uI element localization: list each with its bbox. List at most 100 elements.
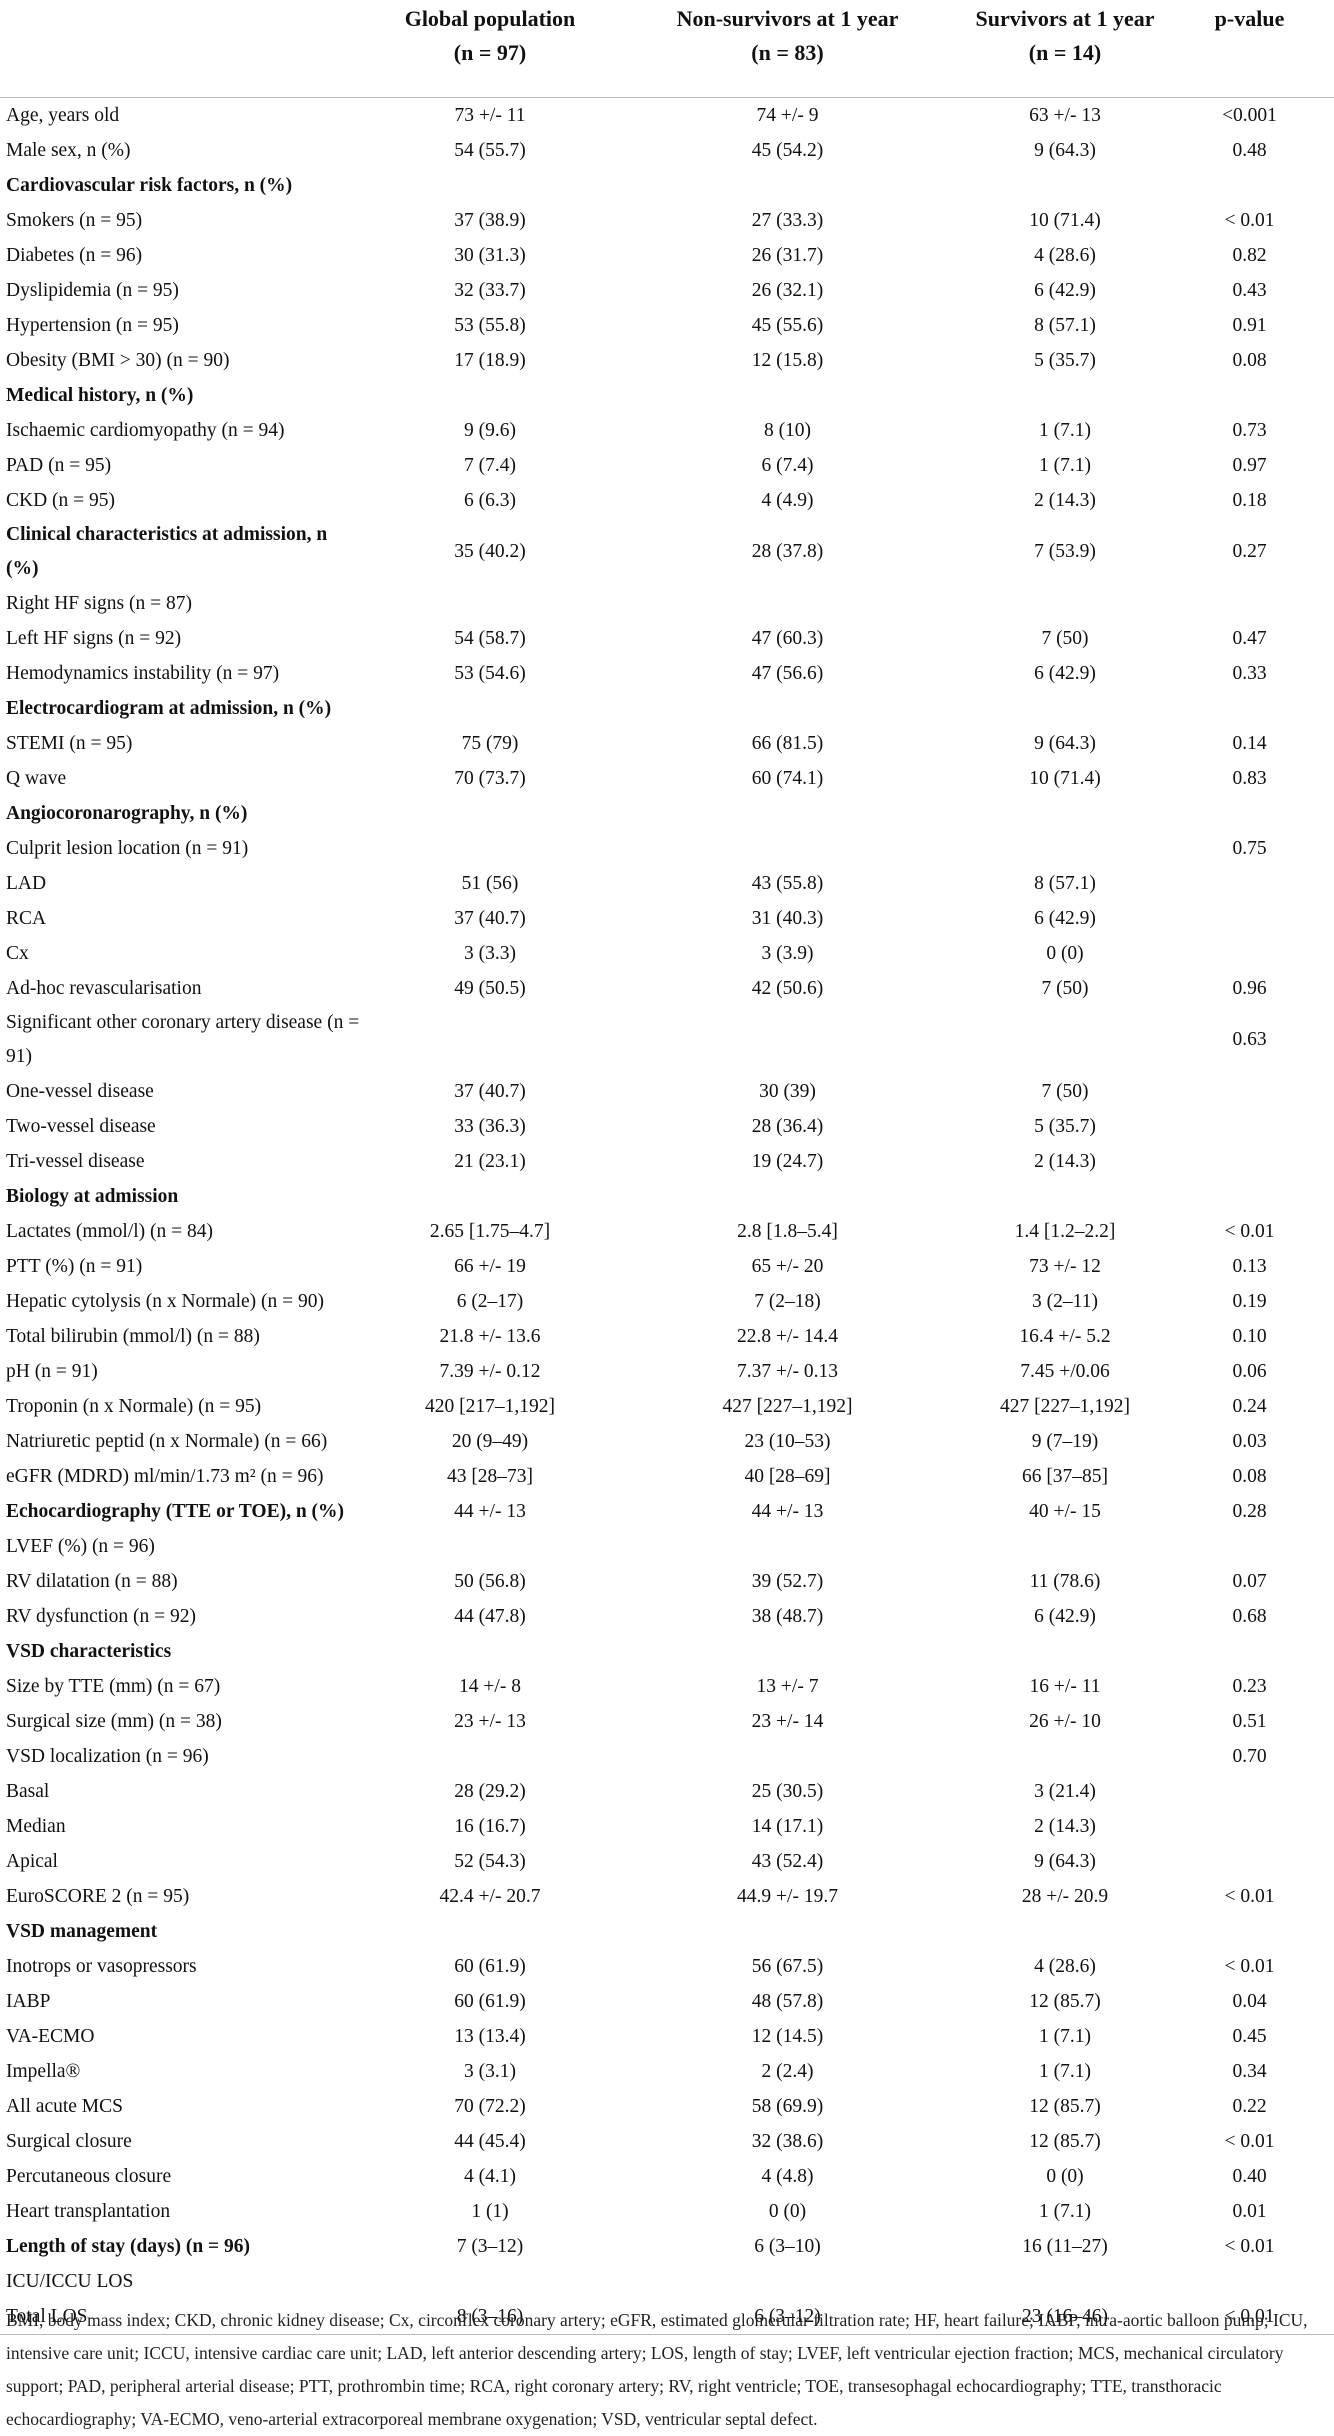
cell: 0 (0) <box>1046 942 1084 964</box>
cell <box>610 1739 965 1774</box>
cell: 40 +/- 15 <box>1029 1500 1101 1522</box>
cell <box>1165 1109 1334 1144</box>
table-row: Obesity (BMI > 30) (n = 90) 17 (18.9) 12 (… <box>0 343 1334 378</box>
cell: 4 (4.9) <box>761 489 814 511</box>
cell: 9 (7–19) <box>1031 1430 1099 1452</box>
cell: 0.43 <box>1232 279 1267 301</box>
table-row: Cx 3 (3.3) 3 (3.9) 0 (0) <box>0 936 1334 971</box>
cell: 0.27 <box>1232 541 1267 562</box>
cell: 66 +/- 19 <box>454 1255 526 1277</box>
cell: 23 (16–46) <box>965 2299 1165 2335</box>
cell: 0.22 <box>1232 2095 1267 2117</box>
cell: 0.01 <box>1232 2200 1267 2222</box>
cell: 23 (10–53) <box>744 1430 831 1452</box>
cell <box>1165 1179 1334 1214</box>
cell: 28 (36.4) <box>751 1115 824 1137</box>
row-label: Median <box>6 1815 66 1837</box>
cell <box>965 2264 1165 2299</box>
header-cell: p-value <box>1165 0 1334 98</box>
section-row: Electrocardiogram at admission, n (%) <box>0 691 1334 726</box>
cell: 23 +/- 14 <box>751 1710 824 1732</box>
cell <box>610 796 965 831</box>
cell: 60 (61.9) <box>454 1990 526 2012</box>
row-label: IABP <box>6 1990 51 2012</box>
cell: 0.70 <box>1232 1745 1267 1767</box>
row-label: Significant other coronary artery diseas… <box>6 1012 360 1067</box>
row-label: Hemodynamics instability (n = 97) <box>6 662 280 684</box>
cell: 38 (48.7) <box>751 1605 824 1627</box>
cell <box>965 796 1165 831</box>
table-row: pH (n = 91) 7.39 +/- 0.12 7.37 +/- 0.13 7.4… <box>0 1354 1334 1389</box>
table-row: Diabetes (n = 96) 30 (31.3) 26 (31.7) 4 (28… <box>0 238 1334 273</box>
cell: 0.03 <box>1232 1430 1267 1452</box>
cell: 49 (50.5) <box>454 977 526 999</box>
table-row: Hypertension (n = 95) 53 (55.8) 45 (55.6) 8… <box>0 308 1334 343</box>
header-title: Global population <box>404 6 576 31</box>
cell: 13 (13.4) <box>454 2025 526 2047</box>
table-row: LAD 51 (56) 43 (55.8) 8 (57.1) <box>0 866 1334 901</box>
header-n: (n = 97) <box>453 40 527 65</box>
table-row: Basal 28 (29.2) 25 (30.5) 3 (21.4) <box>0 1774 1334 1809</box>
cell: < 0.01 <box>1224 1955 1275 1977</box>
cell: 6 (3–12) <box>610 2299 965 2335</box>
cell: 30 (31.3) <box>454 244 526 266</box>
row-label: CKD (n = 95) <box>6 489 116 511</box>
table-row: Troponin (n x Normale) (n = 95) 420 [217–… <box>0 1389 1334 1424</box>
table-row: Ad-hoc revascularisation 49 (50.5) 42 (50.… <box>0 971 1334 1006</box>
cell: 1 (7.1) <box>1039 2060 1091 2082</box>
section-row: Cardiovascular risk factors, n (%) <box>0 168 1334 203</box>
cell: < 0.01 <box>1224 2130 1275 2152</box>
cell <box>610 1006 965 1074</box>
row-label: Inotrops or vasopressors <box>6 1955 197 1977</box>
row-label: STEMI (n = 95) <box>6 732 133 754</box>
cell: 0.08 <box>1232 1465 1267 1487</box>
cell: 6 (42.9) <box>1034 279 1096 301</box>
cell: 0.19 <box>1232 1290 1267 1312</box>
row-label: EuroSCORE 2 (n = 95) <box>6 1885 190 1907</box>
table-row: Smokers (n = 95) 37 (38.9) 27 (33.3) 10 (71… <box>0 203 1334 238</box>
cell <box>965 378 1165 413</box>
cell <box>370 1529 610 1564</box>
cell: 0.23 <box>1232 1675 1267 1697</box>
row-label: PTT (%) (n = 91) <box>6 1255 143 1277</box>
cell <box>1165 586 1334 621</box>
row-label: Natriuretic peptid (n x Normale) (n = 66… <box>6 1430 328 1452</box>
table-row: Heart transplantation 1 (1) 0 (0) 1 (7.1) 0.… <box>0 2194 1334 2229</box>
cell <box>610 586 965 621</box>
cell: 6 (3–10) <box>754 2235 821 2257</box>
table-row: Ischaemic cardiomyopathy (n = 94) 9 (9.6)… <box>0 413 1334 448</box>
table-row: STEMI (n = 95) 75 (79) 66 (81.5) 9 (64.3) 0.… <box>0 726 1334 761</box>
table-row: EuroSCORE 2 (n = 95) 42.4 +/- 20.7 44.9 +/… <box>0 1879 1334 1914</box>
cell <box>1165 796 1334 831</box>
table-row: Tri-vessel disease 21 (23.1) 19 (24.7) 2 (1… <box>0 1144 1334 1179</box>
table-row: Size by TTE (mm) (n = 67) 14 +/- 8 13 +/- … <box>0 1669 1334 1704</box>
table-row: Culprit lesion location (n = 91) 0.75 <box>0 831 1334 866</box>
table-row: VA-ECMO 13 (13.4) 12 (14.5) 1 (7.1) 0.45 <box>0 2019 1334 2054</box>
row-label: Surgical size (mm) (n = 38) <box>6 1710 222 1732</box>
section-row: Clinical characteristics at admission, n… <box>0 518 1334 586</box>
cell: 0.96 <box>1232 977 1267 999</box>
cell: 3 (3.1) <box>464 2060 516 2082</box>
row-label: Hepatic cytolysis (n x Normale) (n = 90) <box>6 1290 325 1312</box>
table-row: Surgical size (mm) (n = 38) 23 +/- 13 23 +… <box>0 1704 1334 1739</box>
cell: 6 (7.4) <box>761 454 814 476</box>
cell: 2.8 [1.8–5.4] <box>737 1220 838 1242</box>
cell <box>1165 1634 1334 1669</box>
cell: 0 (0) <box>1046 2165 1084 2187</box>
cell: 39 (52.7) <box>751 1570 824 1592</box>
cell: 19 (24.7) <box>751 1150 824 1172</box>
cell: 0.48 <box>1232 139 1267 161</box>
cell: 6 (6.3) <box>464 489 516 511</box>
table-row: Impella® 3 (3.1) 2 (2.4) 1 (7.1) 0.34 <box>0 2054 1334 2089</box>
header-title: Survivors at 1 year <box>975 6 1155 31</box>
cell: 43 (55.8) <box>751 872 824 894</box>
table-row: Inotrops or vasopressors 60 (61.9) 56 (67.… <box>0 1949 1334 1984</box>
cell: 31 (40.3) <box>751 907 824 929</box>
cell: 8 (57.1) <box>1034 872 1096 894</box>
table-row: Surgical closure 44 (45.4) 32 (38.6) 12 (85… <box>0 2124 1334 2159</box>
row-label: Echocardiography (TTE or TOE), n (%) <box>6 1500 345 1522</box>
table-row: Q wave 70 (73.7) 60 (74.1) 10 (71.4) 0.83 <box>0 761 1334 796</box>
row-label: pH (n = 91) <box>6 1360 98 1382</box>
cell: 17 (18.9) <box>454 349 526 371</box>
cell: 10 (71.4) <box>1029 767 1101 789</box>
